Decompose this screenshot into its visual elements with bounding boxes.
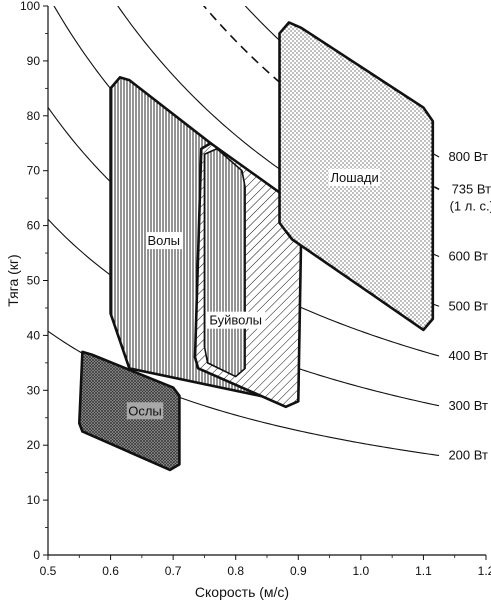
region-overlay-0 (203, 147, 246, 378)
x-axis-title: Скорость (м/с) (195, 584, 289, 600)
region-label-3: Лошади (330, 170, 378, 185)
power-curve-label-735-note: (1 л. с.) (450, 198, 491, 213)
x-tick-label-2: 0.7 (165, 564, 182, 578)
region-label-bg-3 (328, 168, 381, 186)
y-tick-label-0: 0 (33, 548, 40, 562)
power-curve-label-735: 735 Вт (452, 181, 491, 196)
y-tick-label-3: 30 (27, 383, 41, 397)
axes: 0 10 20 30 40 50 60 70 80 90 100 0.5 0.6 0.7 0.8 0.9 1.0… (5, 0, 491, 600)
region-label-0: Ослы (128, 403, 162, 418)
x-tick-label-7: 1.2 (478, 564, 491, 578)
labels: 200 Вт 300 Вт 400 Вт 500 Вт 600 Вт 735 Вт (1 л… (126, 149, 491, 463)
power-curve-label-500: 500 Вт (448, 298, 488, 313)
region-label-bg-0 (126, 402, 164, 420)
power-curve-label-400: 400 Вт (448, 348, 488, 363)
x-tick-label-3: 0.8 (227, 564, 244, 578)
x-tick-label-1: 0.6 (102, 564, 119, 578)
y-tick-label-2: 20 (27, 438, 41, 452)
y-tick-label-1: 10 (27, 493, 41, 507)
y-tick-label-9: 90 (27, 54, 41, 68)
power-curve-label-300: 300 Вт (448, 398, 488, 413)
region-label-bg-2 (206, 311, 266, 329)
power-curve-label-600: 600 Вт (448, 249, 488, 264)
region-label-bg-1 (145, 232, 182, 250)
x-tick-label-5: 1.0 (353, 564, 370, 578)
y-tick-label-5: 50 (27, 274, 41, 288)
y-tick-label-4: 40 (27, 328, 41, 342)
x-tick-label-4: 0.9 (290, 564, 307, 578)
region-label-2: Буйволы (209, 313, 262, 328)
y-tick-label-6: 60 (27, 219, 41, 233)
y-tick-label-7: 70 (27, 164, 41, 178)
region-label-1: Волы (147, 233, 180, 248)
y-axis-title: Тяга (кг) (5, 254, 21, 306)
power-curve-label-200: 200 Вт (448, 448, 488, 463)
x-tick-label-0: 0.5 (40, 564, 57, 578)
power-curve-label-800: 800 Вт (448, 149, 488, 164)
y-tick-label-10: 100 (20, 0, 40, 13)
y-tick-label-8: 80 (27, 109, 41, 123)
x-tick-label-6: 1.1 (415, 564, 432, 578)
